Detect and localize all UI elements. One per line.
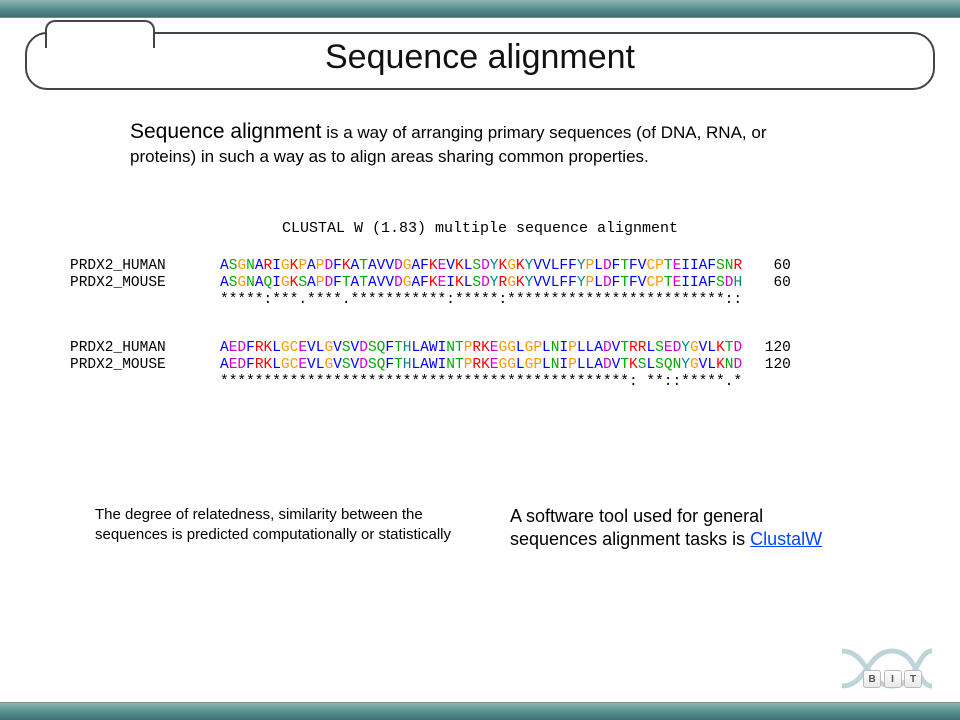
clustalw-link[interactable]: ClustalW [750, 529, 822, 549]
dna-logo: B I T [837, 641, 932, 696]
logo-keys: B I T [865, 669, 922, 688]
page-title: Sequence alignment [0, 38, 960, 77]
logo-key-t: T [904, 670, 922, 688]
intro-paragraph: Sequence alignment is a way of arranging… [130, 118, 810, 169]
note-right-text: A software tool used for general sequenc… [510, 506, 763, 549]
note-right: A software tool used for general sequenc… [510, 505, 850, 552]
top-accent-bar [0, 0, 960, 18]
intro-lead: Sequence alignment [130, 120, 321, 143]
alignment-block-2: PRDX2_HUMANAEDFRKLGCEVLGVSVDSQFTHLAWINTP… [70, 340, 791, 391]
logo-key-b: B [863, 670, 881, 688]
bottom-accent-bar [0, 702, 960, 720]
logo-key-i: I [884, 670, 902, 688]
alignment-block-1: PRDX2_HUMANASGNARIGKPAPDFKATAVVDGAFKEVKL… [70, 258, 791, 309]
note-left: The degree of relatedness, similarity be… [95, 505, 455, 544]
clustal-header: CLUSTAL W (1.83) multiple sequence align… [0, 220, 960, 237]
